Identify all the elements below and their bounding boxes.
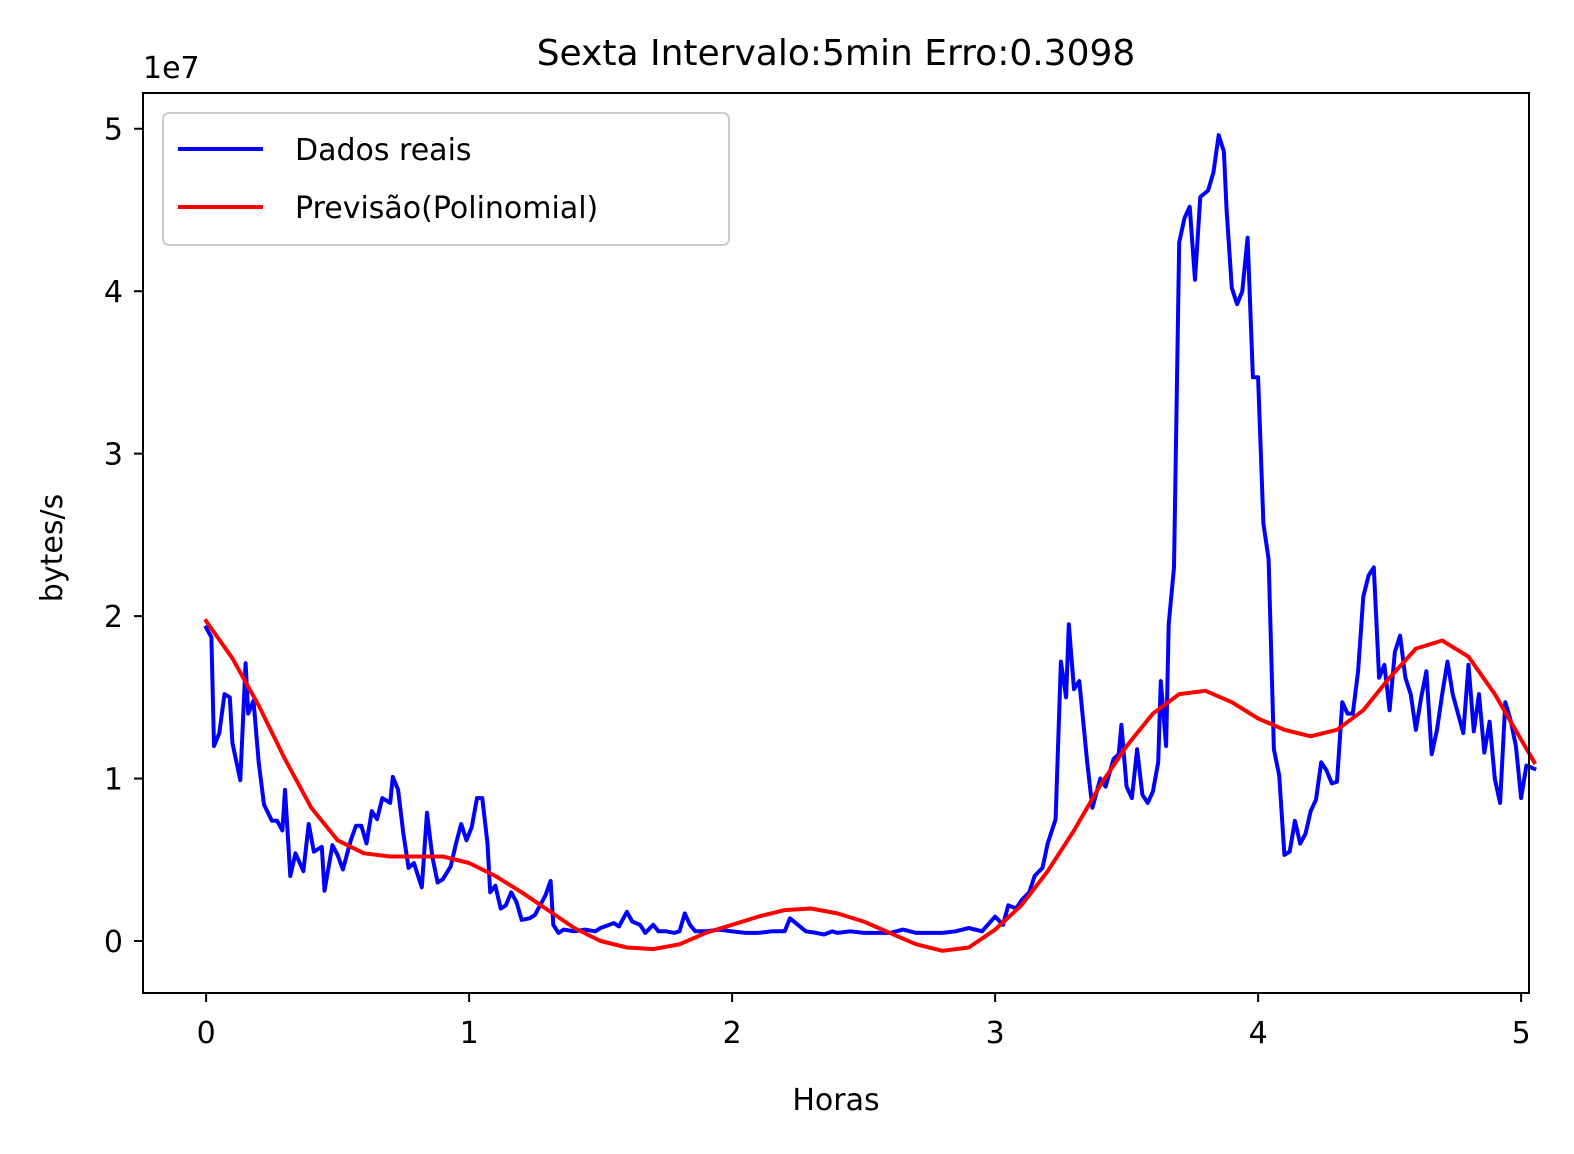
y-axis-label: bytes/s — [35, 494, 70, 602]
legend-label-previsao: Previsão(Polinomial) — [295, 191, 598, 226]
y-offset-label: 1e7 — [143, 51, 200, 86]
y-tick-label: 5 — [104, 113, 123, 148]
y-tick-label: 1 — [104, 763, 123, 798]
axis-ticks: 0 1 2 3 4 5 0 1 2 3 4 5 — [104, 113, 1531, 1051]
axes-frame — [142, 92, 1530, 994]
x-tick-label: 1 — [460, 1016, 479, 1051]
y-tick-label: 3 — [104, 438, 123, 473]
x-tick-label: 4 — [1249, 1016, 1268, 1051]
x-tick-label: 2 — [723, 1016, 742, 1051]
x-axis-label: Horas — [792, 1083, 879, 1118]
y-tick-label: 2 — [104, 600, 123, 635]
legend: Dados reais Previsão(Polinomial) — [162, 112, 730, 246]
legend-label-dados-reais: Dados reais — [295, 133, 472, 168]
legend-box — [162, 112, 730, 246]
x-tick-label: 5 — [1512, 1016, 1531, 1051]
y-tick-label: 4 — [104, 275, 123, 310]
series-line-previs-o-polinomial — [203, 618, 1538, 953]
y-tick-label: 0 — [104, 925, 123, 960]
chart-title: Sexta Intervalo:5min Erro:0.3098 — [537, 33, 1136, 74]
x-tick-label: 0 — [197, 1016, 216, 1051]
plot-area — [203, 133, 1538, 953]
series-line-dados-reais — [203, 133, 1537, 937]
x-tick-label: 3 — [986, 1016, 1005, 1051]
